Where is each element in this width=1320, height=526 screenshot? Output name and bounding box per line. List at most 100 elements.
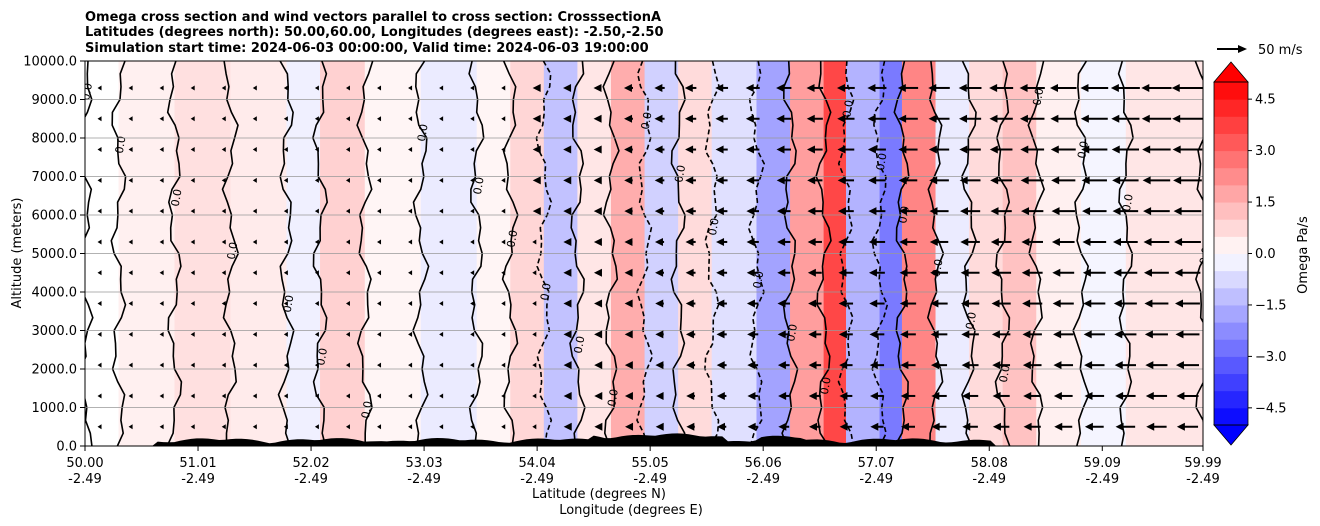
- colorbar-segment: [1214, 356, 1248, 375]
- wind-vector: [501, 147, 506, 153]
- wind-vector-head: [1111, 145, 1120, 154]
- wind-vector: [960, 237, 980, 246]
- colorbar-segment: [1214, 184, 1248, 203]
- wind-vector: [1080, 83, 1109, 92]
- wind-vector: [252, 424, 257, 430]
- wind-vector: [776, 207, 791, 216]
- wind-vector-head: [563, 176, 572, 185]
- wind-vector-head: [625, 422, 634, 431]
- wind-vector: [345, 301, 350, 307]
- contour-label: 0.0: [572, 335, 588, 354]
- wind-vector: [991, 330, 1011, 339]
- wind-vector: [1112, 207, 1139, 216]
- wind-vector-head: [563, 237, 572, 246]
- wind-vector: [686, 422, 695, 431]
- wind-vector-head: [1022, 361, 1031, 370]
- wind-vector-head: [1084, 422, 1093, 431]
- wind-vector: [868, 237, 886, 246]
- colorbar-segment: [1214, 322, 1248, 340]
- wind-vector-head: [686, 361, 695, 370]
- wind-vector-head: [746, 145, 755, 154]
- wind-vector-head: [1022, 299, 1031, 308]
- wind-vector: [1143, 237, 1170, 246]
- wind-vector: [716, 330, 727, 339]
- wind-vector: [655, 422, 664, 431]
- wind-vector: [252, 177, 257, 183]
- wind-vector: [623, 83, 634, 92]
- wind-vector: [685, 330, 696, 339]
- wind-vector: [624, 114, 633, 123]
- colorbar-segment: [1214, 167, 1248, 186]
- wind-vector: [1082, 268, 1106, 277]
- wind-vector: [128, 116, 133, 122]
- wind-vector: [221, 85, 226, 91]
- wind-vector-head: [563, 361, 572, 370]
- wind-vector: [868, 268, 885, 277]
- wind-vector-head: [563, 422, 572, 431]
- wind-vector: [563, 422, 572, 431]
- wind-vector-head: [1141, 83, 1150, 92]
- wind-vector-head: [928, 83, 937, 92]
- wind-vector-head: [654, 176, 663, 185]
- wind-vector: [777, 268, 791, 277]
- wind-vector-head: [777, 237, 786, 246]
- wind-vector-head: [1176, 422, 1185, 431]
- wind-vector-head: [746, 299, 755, 308]
- wind-vector: [1019, 114, 1045, 123]
- wind-vector-head: [931, 391, 940, 400]
- wind-vector: [685, 268, 696, 277]
- chart-title-line-2: Latitudes (degrees north): 50.00,60.00, …: [85, 25, 664, 40]
- wind-vector: [837, 145, 855, 154]
- wind-vector: [655, 391, 664, 400]
- wind-vector-head: [1049, 83, 1058, 92]
- wind-vector: [1115, 391, 1136, 400]
- wind-vector: [470, 424, 475, 430]
- wind-vector: [532, 207, 541, 216]
- wind-vector: [314, 331, 319, 337]
- wind-vector: [593, 145, 602, 154]
- y-tick-label: 6000.0: [32, 209, 78, 224]
- wind-vector: [836, 83, 855, 92]
- wind-vector: [1114, 361, 1137, 370]
- wind-vector-head: [1080, 83, 1089, 92]
- wind-vector-head: [532, 145, 541, 154]
- x-tick-label-latitude: 59.09: [1084, 456, 1121, 471]
- wind-vector: [1173, 176, 1202, 185]
- wind-vector: [159, 177, 164, 183]
- wind-vector: [900, 391, 916, 400]
- wind-vector: [1049, 83, 1077, 92]
- wind-vector-head: [1054, 422, 1063, 431]
- wind-vector: [470, 301, 475, 307]
- wind-vector: [959, 207, 981, 216]
- wind-vector-head: [685, 176, 694, 185]
- wind-vector: [716, 299, 727, 308]
- wind-vector: [97, 147, 102, 153]
- wind-vector-head: [900, 422, 909, 431]
- wind-vector-head: [899, 268, 908, 277]
- wind-vector: [345, 424, 350, 430]
- wind-vector-head: [806, 145, 815, 154]
- wind-vector: [716, 361, 727, 370]
- colorbar-segment: [1214, 373, 1248, 392]
- wind-vector: [930, 268, 948, 277]
- wind-vector: [221, 424, 226, 430]
- wind-vector: [190, 270, 195, 276]
- wind-vector: [1083, 299, 1106, 308]
- wind-vector: [97, 239, 102, 245]
- wind-vector: [1023, 422, 1041, 431]
- wind-vector: [958, 83, 982, 92]
- wind-vector-head: [990, 237, 999, 246]
- wind-vector: [1052, 268, 1075, 277]
- wind-vector: [624, 176, 633, 185]
- contour-label: 0.0: [1030, 87, 1046, 106]
- wind-vector: [501, 239, 506, 245]
- wind-vector-head: [655, 330, 664, 339]
- x-tick-label-longitude: -2.49: [1186, 472, 1220, 487]
- wind-vector-head: [655, 391, 664, 400]
- x-tick-label-latitude: 55.05: [632, 456, 669, 471]
- wind-vector: [532, 331, 537, 337]
- wind-vector: [806, 145, 823, 154]
- wind-vector: [159, 424, 164, 430]
- wind-vector: [1084, 422, 1104, 431]
- wind-vector: [777, 237, 791, 246]
